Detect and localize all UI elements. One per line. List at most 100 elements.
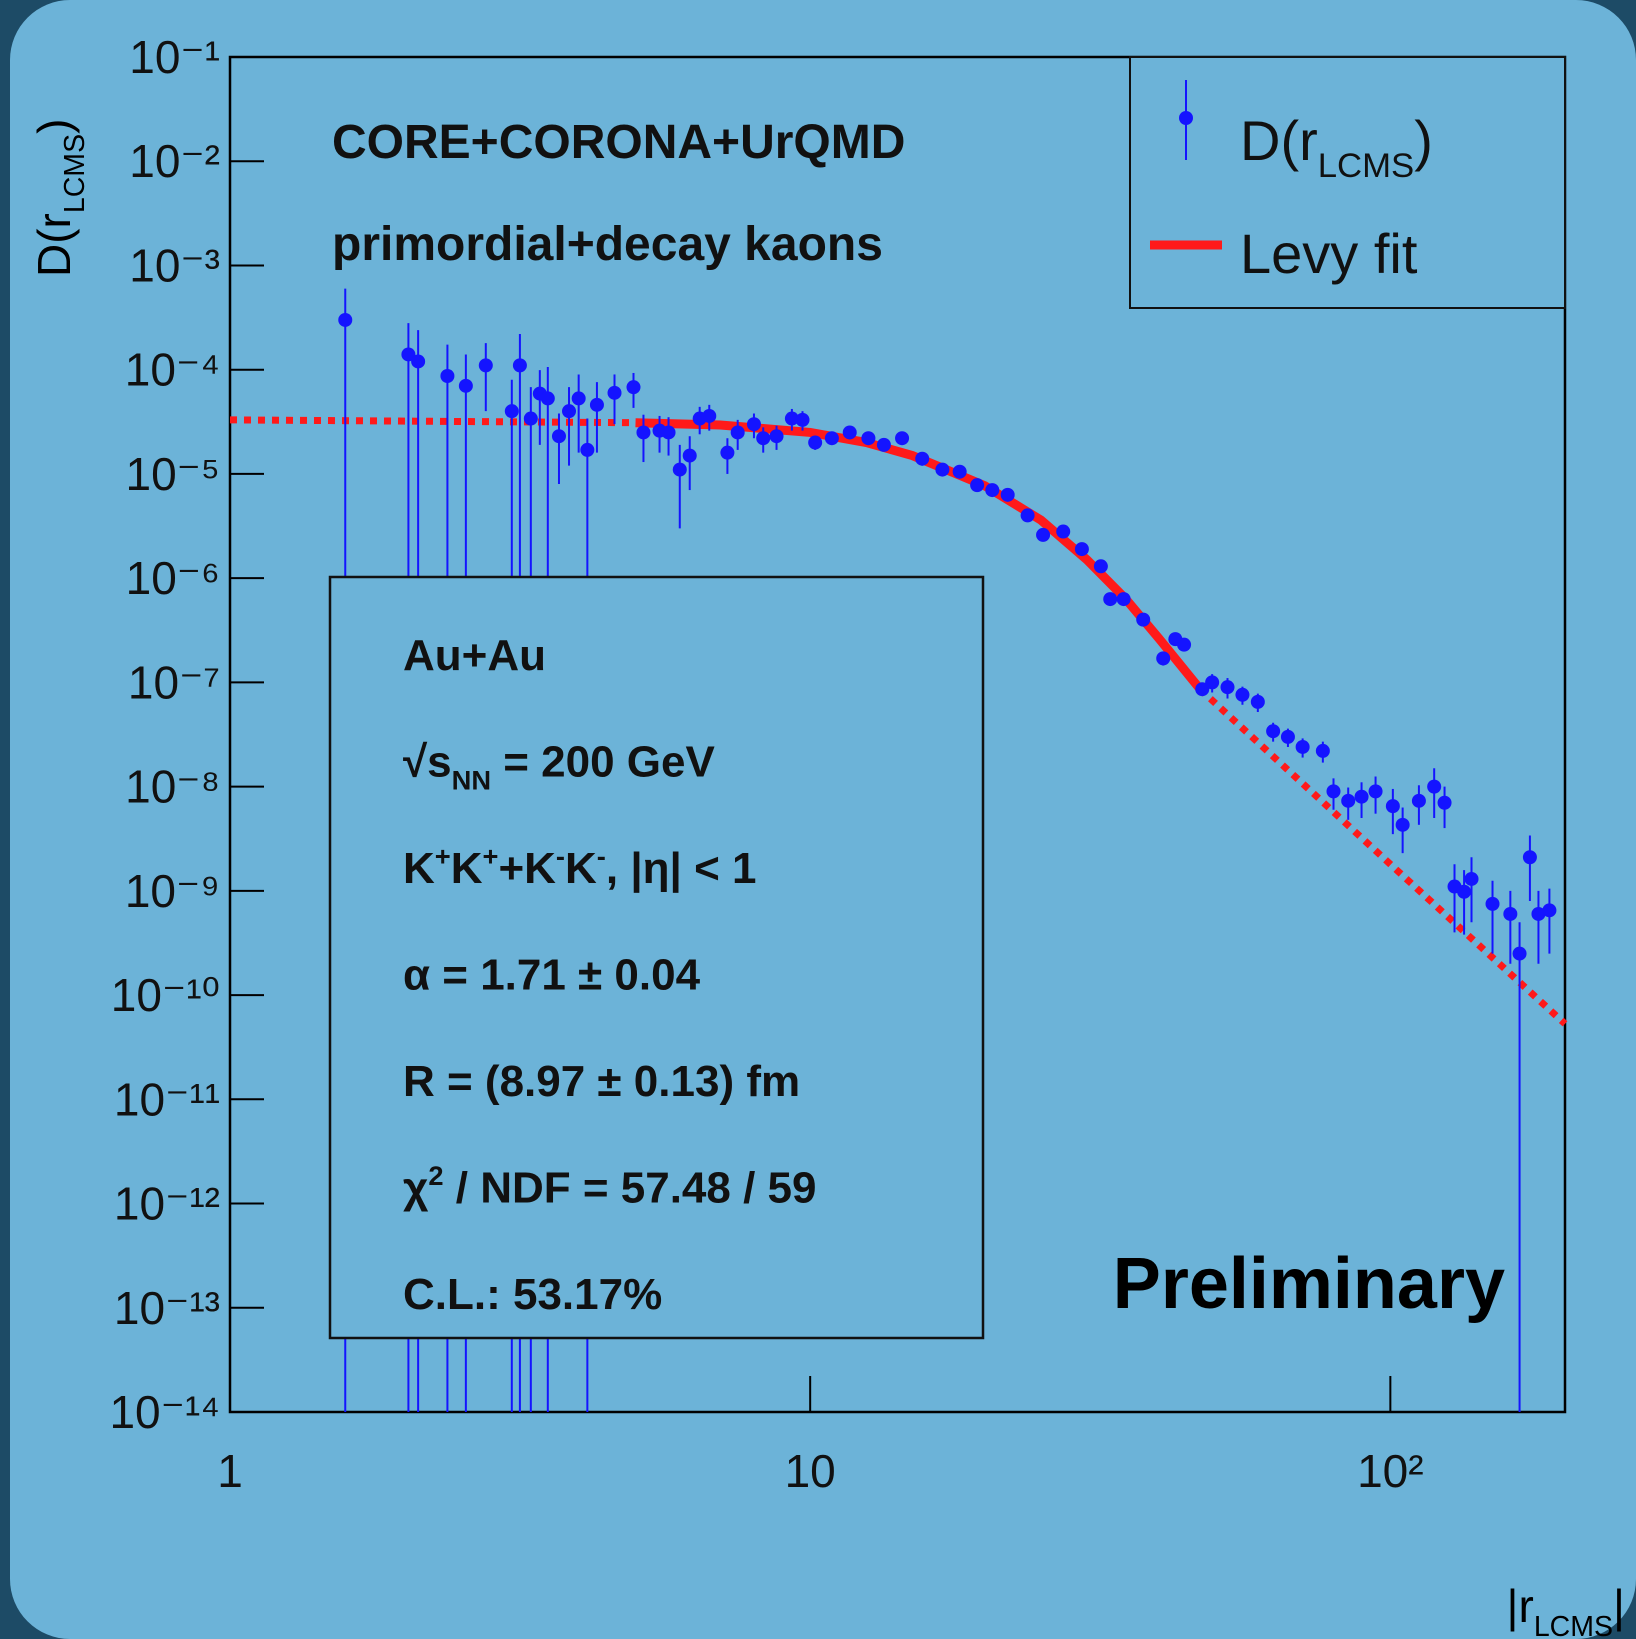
plot-frame bbox=[228, 55, 1567, 1414]
data-point bbox=[1512, 946, 1527, 961]
info-line: √sNN = 200 GeV bbox=[403, 738, 715, 796]
legend-label-part: D(r bbox=[1240, 109, 1318, 172]
info-line-part: + bbox=[483, 840, 499, 871]
info-line-part: - bbox=[597, 840, 606, 871]
data-point bbox=[1485, 896, 1500, 911]
data-point bbox=[985, 483, 1000, 498]
data-point bbox=[769, 429, 784, 444]
x-tick-label: 10² bbox=[1357, 1445, 1423, 1497]
data-point bbox=[571, 391, 586, 406]
data-point bbox=[915, 451, 930, 466]
data-point bbox=[1250, 694, 1265, 709]
info-line-part: √s bbox=[403, 738, 452, 787]
data-point bbox=[1411, 793, 1426, 808]
info-line-part: Au+Au bbox=[403, 631, 546, 680]
info-line: χ2 / NDF = 57.48 / 59 bbox=[403, 1160, 816, 1213]
info-line: α = 1.71 ± 0.04 bbox=[403, 951, 701, 1000]
data-point bbox=[952, 464, 967, 479]
data-point bbox=[746, 417, 761, 432]
x-axis-label-part: LCMS bbox=[1534, 1611, 1613, 1639]
info-line-part: 2 bbox=[428, 1160, 443, 1191]
data-point bbox=[842, 425, 857, 440]
data-point bbox=[1354, 789, 1369, 804]
data-point bbox=[1385, 799, 1400, 814]
data-point bbox=[1531, 906, 1546, 921]
info-line-part: C.L.: 53.17% bbox=[403, 1270, 662, 1319]
info-line: R = (8.97 ± 0.13) fm bbox=[403, 1057, 800, 1106]
data-point bbox=[861, 431, 876, 446]
data-point bbox=[1136, 612, 1151, 627]
data-point bbox=[551, 429, 566, 444]
data-point bbox=[580, 442, 595, 457]
data-point bbox=[411, 354, 426, 369]
fit-line bbox=[635, 418, 1204, 693]
data-point bbox=[1522, 850, 1537, 865]
data-point bbox=[1093, 559, 1108, 574]
data-point bbox=[1295, 739, 1310, 754]
y-tick-label: 10⁻⁸ bbox=[125, 761, 220, 813]
info-line-part: NN bbox=[452, 765, 491, 796]
data-point bbox=[1036, 527, 1051, 542]
y-tick-label: 10⁻⁷ bbox=[128, 656, 220, 708]
data-point bbox=[935, 462, 950, 477]
data-point bbox=[1341, 793, 1356, 808]
y-tick-label: 10⁻⁵ bbox=[125, 448, 220, 500]
data-point bbox=[1074, 542, 1089, 557]
data-point bbox=[1205, 675, 1220, 690]
info-line-part: +K bbox=[498, 844, 556, 893]
data-point bbox=[1103, 592, 1118, 607]
data-point bbox=[876, 437, 891, 452]
data-point bbox=[589, 397, 604, 412]
data-point bbox=[784, 411, 799, 426]
x-axis-label-part: | bbox=[1613, 1580, 1625, 1632]
x-axis-label-part: |r bbox=[1507, 1580, 1534, 1632]
data-point bbox=[1195, 682, 1210, 697]
watermark: Preliminary bbox=[1113, 1244, 1505, 1324]
y-axis-label: D(rLCMS) bbox=[28, 119, 91, 277]
data-point bbox=[1315, 743, 1330, 758]
y-axis-label-part: LCMS bbox=[59, 134, 91, 213]
data-point bbox=[1235, 687, 1250, 702]
info-line-part: K bbox=[565, 844, 597, 893]
legend-label-part: LCMS bbox=[1318, 147, 1414, 185]
info-line-part: - bbox=[556, 840, 565, 871]
x-axis-label: |rLCMS| bbox=[1507, 1580, 1625, 1639]
y-axis-label-part: D(r bbox=[28, 213, 80, 277]
annotation: primordial+decay kaons bbox=[332, 218, 883, 271]
info-line-part: K bbox=[451, 844, 483, 893]
data-point bbox=[338, 312, 353, 327]
data-point bbox=[808, 435, 823, 450]
info-line-part: / NDF = 57.48 / 59 bbox=[444, 1164, 817, 1213]
data-point bbox=[1326, 784, 1341, 799]
data-point bbox=[1437, 795, 1452, 810]
info-line: K+K++K-K-, |η| < 1 bbox=[403, 840, 756, 894]
data-point bbox=[672, 462, 687, 477]
data-point bbox=[795, 412, 810, 427]
data-point bbox=[540, 391, 555, 406]
data-point bbox=[478, 358, 493, 373]
data-point bbox=[562, 404, 577, 419]
y-tick-label: 10⁻⁶ bbox=[126, 552, 220, 604]
data-point bbox=[756, 431, 771, 446]
data-point bbox=[720, 445, 735, 460]
data-point bbox=[1156, 651, 1171, 666]
legend-label-part: ) bbox=[1414, 109, 1433, 172]
data-point bbox=[607, 385, 622, 400]
legend-label: Levy fit bbox=[1240, 222, 1418, 285]
y-axis-label-part: ) bbox=[28, 119, 80, 134]
y-tick-label: 10⁻¹ bbox=[129, 31, 220, 83]
data-point bbox=[1116, 592, 1131, 607]
legend-label: D(rLCMS) bbox=[1240, 109, 1433, 185]
info-line-part: = 200 GeV bbox=[491, 738, 715, 787]
data-point bbox=[1020, 508, 1035, 523]
info-line-part: α = 1.71 ± 0.04 bbox=[403, 951, 701, 1000]
data-point bbox=[636, 425, 651, 440]
annotation: CORE+CORONA+UrQMD bbox=[332, 116, 905, 169]
data-point bbox=[504, 404, 519, 419]
data-point bbox=[895, 431, 910, 446]
data-point bbox=[523, 411, 538, 426]
data-point bbox=[1177, 637, 1192, 652]
data-point bbox=[730, 425, 745, 440]
